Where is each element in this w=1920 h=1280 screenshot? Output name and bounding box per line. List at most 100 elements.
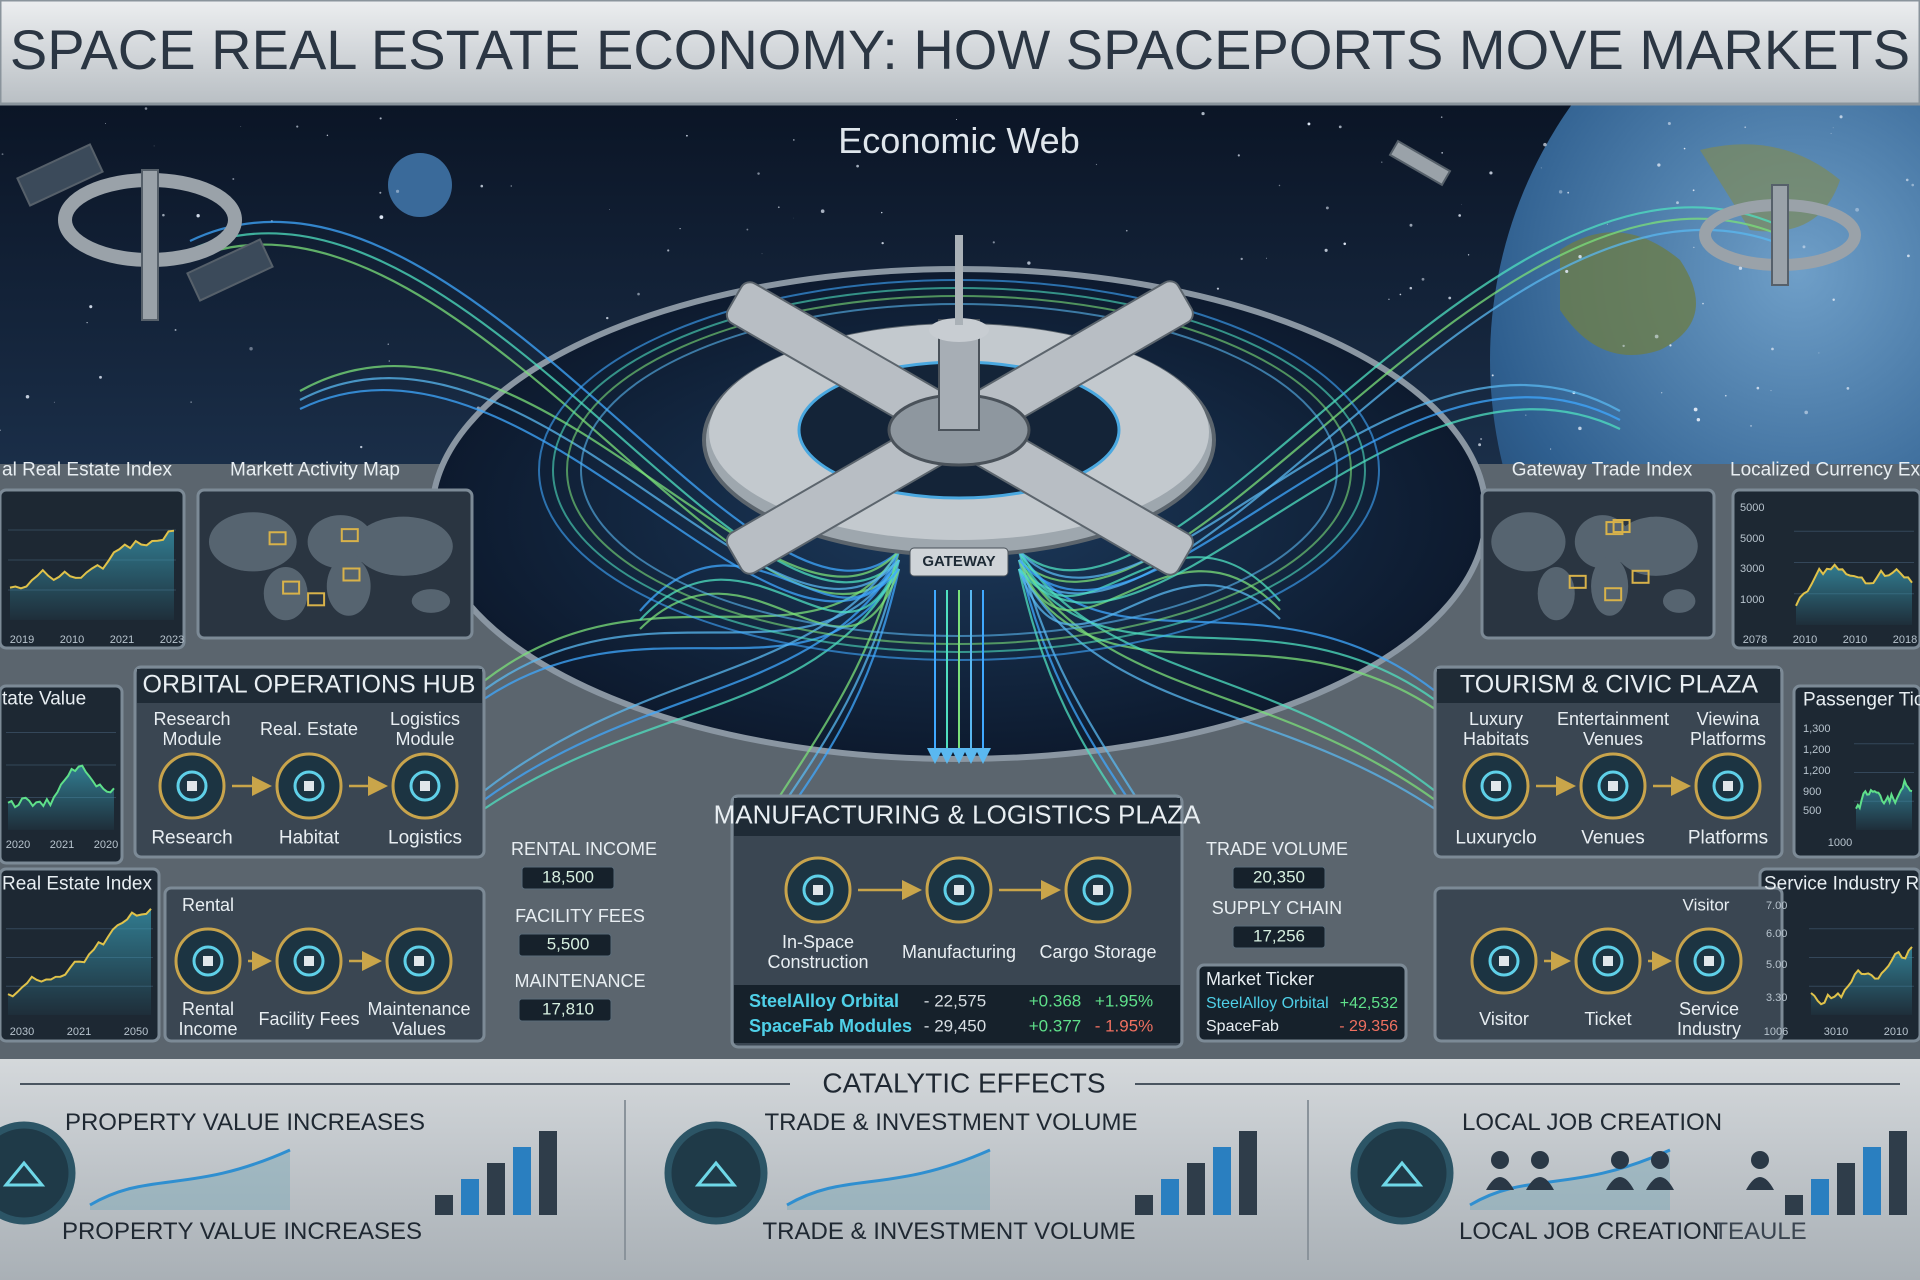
flow-line bbox=[299, 377, 900, 590]
label: Service Industry Re bbox=[1764, 873, 1920, 895]
trend-bar bbox=[1187, 1163, 1205, 1215]
star bbox=[1771, 347, 1774, 351]
star bbox=[1565, 269, 1569, 274]
value-box bbox=[518, 998, 612, 1022]
map-land bbox=[1662, 589, 1696, 613]
star bbox=[174, 329, 177, 331]
star bbox=[1832, 298, 1835, 301]
chart-area bbox=[1796, 564, 1912, 625]
star bbox=[232, 178, 235, 181]
label: Visitor bbox=[1682, 895, 1730, 915]
star bbox=[1693, 407, 1698, 412]
label: Maintenance Values bbox=[367, 999, 471, 1039]
label: 1000 bbox=[1827, 836, 1853, 849]
star bbox=[1855, 207, 1859, 212]
label: Platforms bbox=[1687, 827, 1769, 849]
star bbox=[326, 134, 329, 137]
label: Visitor bbox=[1479, 1009, 1529, 1030]
star bbox=[1343, 242, 1347, 246]
node-glyph bbox=[304, 956, 314, 966]
label: 1,300 bbox=[1803, 722, 1831, 735]
star bbox=[1661, 392, 1663, 394]
label: 2050 bbox=[123, 1025, 149, 1038]
node-glyph bbox=[1704, 956, 1714, 966]
label: 5.00 bbox=[1766, 958, 1788, 971]
flow-line bbox=[1018, 568, 1436, 710]
flow-line bbox=[639, 550, 901, 612]
star bbox=[606, 316, 609, 320]
star bbox=[1027, 261, 1031, 265]
star bbox=[1692, 189, 1695, 192]
label: 7.00 bbox=[1766, 899, 1788, 912]
panel-header bbox=[734, 798, 1180, 836]
label: Real Estate Index bbox=[2, 873, 152, 895]
chart-line bbox=[7, 908, 152, 998]
effect-glyph bbox=[694, 1160, 738, 1187]
label: +0.368 bbox=[1028, 991, 1082, 1011]
trend-bar bbox=[1161, 1179, 1179, 1215]
panel-header bbox=[137, 669, 482, 703]
star bbox=[1550, 448, 1552, 450]
node-glyph bbox=[293, 770, 325, 802]
star bbox=[1, 153, 4, 156]
star bbox=[360, 445, 363, 449]
star bbox=[379, 191, 382, 194]
trend-line bbox=[1469, 1148, 1671, 1207]
label: Entertainment Venues bbox=[1556, 709, 1670, 749]
node-glyph bbox=[1488, 945, 1520, 977]
trend-bar bbox=[487, 1163, 505, 1215]
star bbox=[1478, 443, 1482, 447]
trend-bar bbox=[1837, 1163, 1855, 1215]
label: al Real Estate Index bbox=[2, 459, 173, 481]
label: - 29.356 bbox=[1339, 1018, 1398, 1036]
node-glyph bbox=[802, 874, 834, 906]
label: Logistics bbox=[388, 827, 462, 849]
flow-line bbox=[1018, 550, 1436, 692]
effect-icon bbox=[664, 1121, 768, 1225]
label: Economic Web bbox=[838, 120, 1080, 162]
label: 500 bbox=[1803, 804, 1822, 817]
map-marker bbox=[282, 580, 301, 595]
label: Venues bbox=[1581, 827, 1645, 849]
star bbox=[1325, 206, 1329, 210]
star bbox=[1441, 151, 1443, 154]
star bbox=[1578, 255, 1582, 259]
label: 2020 bbox=[93, 838, 119, 851]
map-marker bbox=[268, 531, 287, 546]
label: 2021 bbox=[109, 633, 135, 646]
star bbox=[1606, 223, 1608, 225]
star bbox=[1399, 293, 1402, 296]
people-icon bbox=[1651, 1151, 1669, 1169]
people-icon bbox=[1611, 1151, 1629, 1169]
node-glyph bbox=[1480, 770, 1512, 802]
label: 5000 bbox=[1740, 501, 1765, 514]
effect-glyph bbox=[1380, 1160, 1424, 1187]
map-land bbox=[1537, 566, 1575, 621]
node-glyph bbox=[1491, 781, 1501, 791]
star bbox=[1480, 437, 1483, 441]
node-glyph bbox=[1592, 945, 1624, 977]
flow-line bbox=[1017, 559, 1281, 612]
star bbox=[1237, 154, 1240, 157]
flow-line bbox=[1017, 550, 1281, 602]
value-box bbox=[1232, 866, 1326, 890]
node-glyph bbox=[1723, 781, 1733, 791]
label: 3000 bbox=[1740, 562, 1765, 575]
star bbox=[1830, 132, 1832, 134]
satellites bbox=[16, 139, 1861, 321]
label: 20,350 bbox=[1253, 867, 1305, 887]
star bbox=[793, 217, 795, 219]
label: TOURISM & CIVIC PLAZA bbox=[1459, 670, 1759, 699]
label: SUPPLY CHAIN bbox=[1211, 898, 1343, 919]
label: 5000 bbox=[1740, 532, 1765, 545]
star bbox=[1278, 184, 1281, 187]
star bbox=[190, 401, 192, 403]
node-glyph bbox=[1082, 874, 1114, 906]
label: 1,200 bbox=[1803, 743, 1831, 756]
star bbox=[1095, 163, 1098, 166]
label: PROPERTY VALUE INCREASES bbox=[64, 1108, 426, 1136]
node-glyph bbox=[1093, 885, 1103, 895]
label: SPACE REAL ESTATE ECONOMY: HOW SPACEPORT… bbox=[9, 18, 1911, 82]
star bbox=[757, 172, 760, 175]
